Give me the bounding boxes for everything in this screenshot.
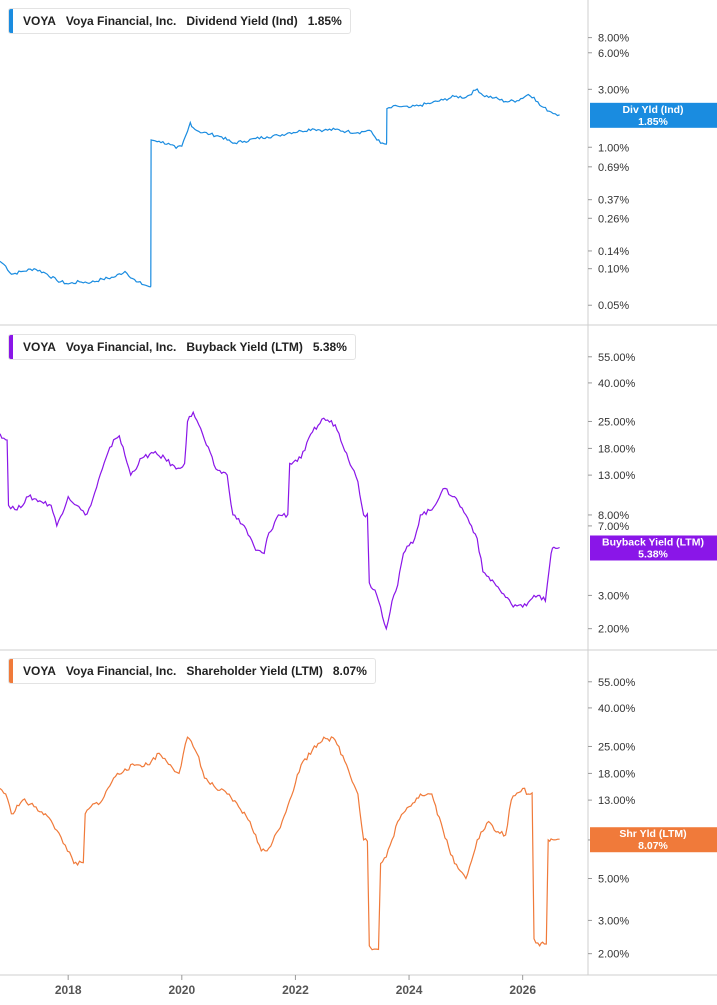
x-tick-label: 2024 [396,983,423,997]
x-tick-label: 2018 [55,983,82,997]
y-tick-label: 55.00% [598,677,636,689]
y-tick-label: 13.00% [598,470,636,482]
legend-swatch-orange [9,659,13,683]
y-tick-label: 25.00% [598,416,636,428]
current-value-tag [590,827,717,853]
y-tick-label: 6.00% [598,48,629,60]
legend-shareholder-yield: VOYA Voya Financial, Inc. Shareholder Yi… [8,658,376,684]
y-tick-label: 2.00% [598,624,629,636]
y-tick-label: 8.00% [598,33,629,45]
y-tick-label: 0.26% [598,213,629,225]
y-tick-label: 18.00% [598,443,636,455]
legend-ticker: VOYA [23,664,56,678]
current-value-tag-value: 8.07% [638,840,668,852]
y-tick-label: 3.00% [598,915,629,927]
y-tick-label: 55.00% [598,352,636,364]
legend-company: Voya Financial, Inc. [65,664,177,678]
y-tick-label: 40.00% [598,378,636,390]
series-line [0,736,560,951]
y-tick-label: 5.00% [598,873,629,885]
legend-buyback-yield: VOYA Voya Financial, Inc. Buyback Yield … [8,334,356,360]
legend-ticker: VOYA [23,340,56,354]
current-value-tag [590,102,717,128]
y-tick-label: 40.00% [598,703,636,715]
legend-ticker: VOYA [23,14,56,28]
legend-value: 5.38% [312,340,347,354]
x-tick-label: 2026 [509,983,536,997]
legend-swatch-purple [9,335,13,359]
legend-metric: Buyback Yield (LTM) [186,340,303,354]
current-value-tag-value: 5.38% [638,548,668,560]
legend-metric: Dividend Yield (Ind) [186,14,298,28]
y-tick-label: 3.00% [598,590,629,602]
legend-metric: Shareholder Yield (LTM) [186,664,323,678]
y-tick-label: 18.00% [598,768,636,780]
y-tick-label: 25.00% [598,741,636,753]
current-value-tag-label: Div Yld (Ind) [622,104,683,116]
y-tick-label: 0.37% [598,195,629,207]
series-line [0,88,560,288]
y-tick-label: 0.10% [598,264,629,276]
legend-value: 1.85% [307,14,342,28]
current-value-tag-label: Buyback Yield (LTM) [602,536,704,548]
x-tick-label: 2022 [282,983,309,997]
legend-swatch-blue [9,9,13,33]
current-value-tag-label: Shr Yld (LTM) [619,828,686,840]
legend-company: Voya Financial, Inc. [65,14,177,28]
legend-dividend-yield: VOYA Voya Financial, Inc. Dividend Yield… [8,8,351,34]
current-value-tag-value: 1.85% [638,116,668,128]
y-tick-label: 0.14% [598,246,629,258]
series-line [0,410,560,631]
y-tick-label: 1.00% [598,142,629,154]
current-value-tag [590,535,717,561]
y-tick-label: 0.05% [598,300,629,312]
x-tick-label: 2020 [168,983,195,997]
y-tick-label: 7.00% [598,521,629,533]
legend-company: Voya Financial, Inc. [65,340,177,354]
y-tick-label: 0.69% [598,162,629,174]
legend-value: 8.07% [332,664,367,678]
y-tick-label: 3.00% [598,84,629,96]
y-tick-label: 8.00% [598,510,629,522]
y-tick-label: 13.00% [598,795,636,807]
y-tick-label: 2.00% [598,949,629,961]
